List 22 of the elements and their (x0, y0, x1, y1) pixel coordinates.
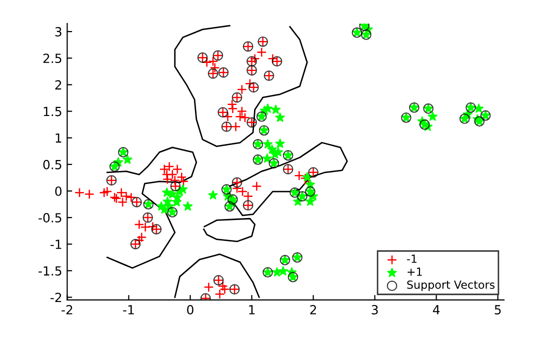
x-tick-label: 1 (249, 305, 255, 314)
legend-label: -1 (407, 254, 417, 263)
x-tick-label: -2 (62, 305, 72, 314)
x-tick-label: 5 (494, 305, 501, 314)
y-tick-label: 0 (55, 186, 62, 196)
x-tick-label: -1 (123, 305, 134, 314)
y-tick-label: 0.5 (43, 160, 62, 170)
y-tick-label: -1 (50, 240, 62, 249)
y-tick-label: 3 (55, 27, 62, 36)
legend-label: +1 (408, 268, 422, 276)
x-tick-label: 0 (187, 305, 194, 314)
y-tick-label: -1.5 (38, 266, 62, 276)
y-tick-label: -2 (50, 292, 62, 302)
legend-label: Support Vectors (407, 280, 495, 292)
x-tick-label: 3 (372, 305, 378, 314)
x-tick-label: 2 (310, 305, 316, 314)
y-tick-label: 1.5 (44, 106, 62, 116)
x-tick-label: 4 (432, 305, 440, 314)
y-tick-label: 1 (56, 133, 62, 143)
y-tick-label: 2 (55, 80, 62, 90)
y-tick-label: -0.5 (38, 213, 62, 222)
y-tick-label: 2.5 (43, 54, 62, 64)
